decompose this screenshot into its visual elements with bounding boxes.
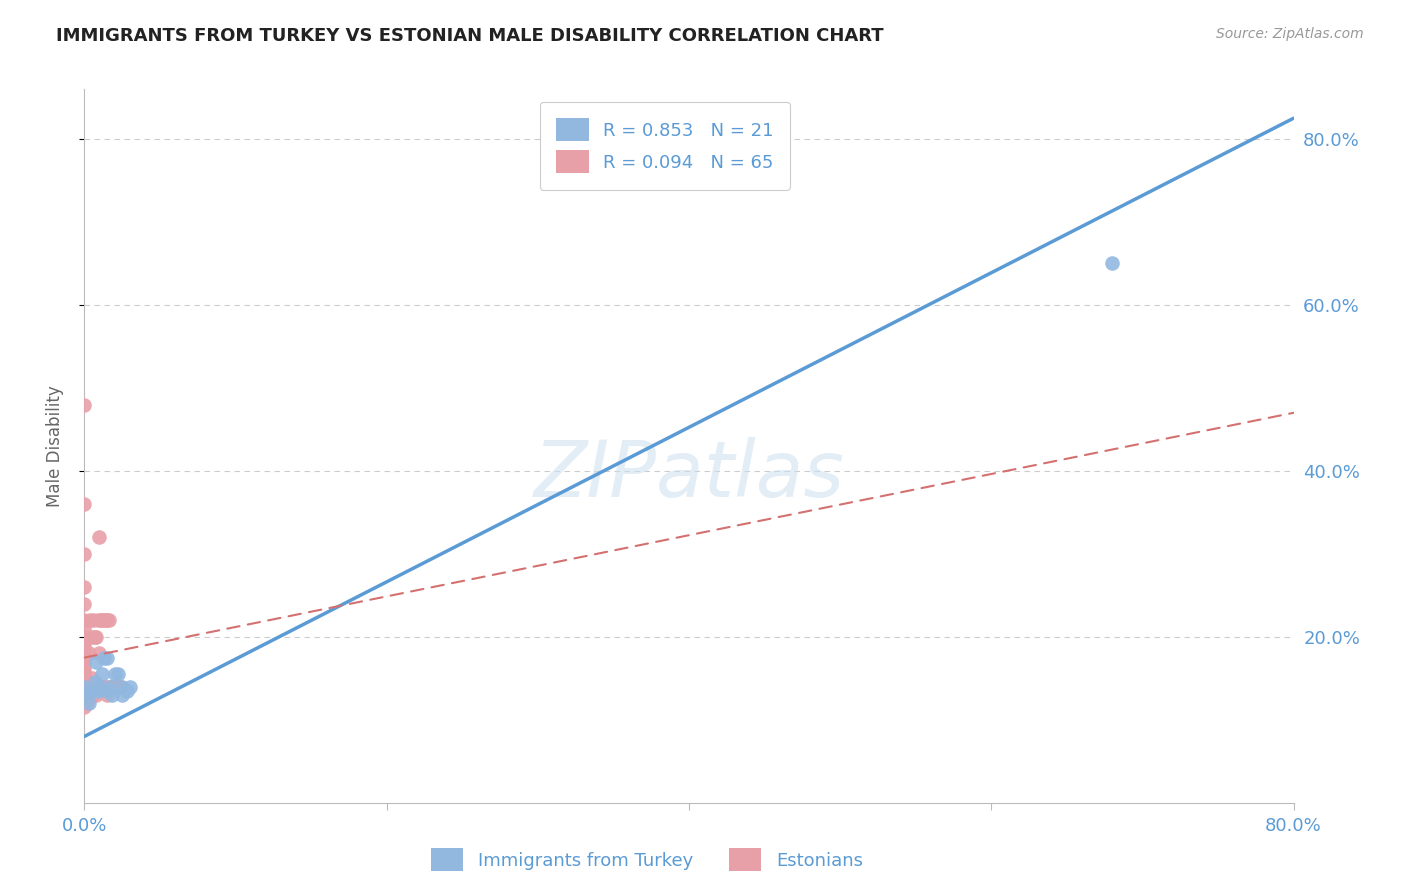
Point <box>105 680 128 694</box>
Point <box>77 647 100 661</box>
Point <box>96 613 118 627</box>
Point <box>91 613 114 627</box>
Point <box>96 688 118 702</box>
Point <box>89 680 111 694</box>
Point <box>73 638 96 652</box>
Point <box>73 663 96 677</box>
Point <box>82 680 104 694</box>
Point <box>91 680 114 694</box>
Point <box>77 688 100 702</box>
Point <box>73 688 96 702</box>
Point <box>87 683 110 698</box>
Point <box>98 680 121 694</box>
Y-axis label: Male Disability: Male Disability <box>45 385 63 507</box>
Point <box>84 680 107 694</box>
Point <box>80 671 103 685</box>
Point <box>98 680 121 694</box>
Point <box>73 671 96 685</box>
Point <box>110 680 132 694</box>
Point <box>73 630 96 644</box>
Point <box>93 650 115 665</box>
Point <box>76 696 98 710</box>
Point <box>100 680 122 694</box>
Point <box>86 688 108 702</box>
Point <box>90 613 112 627</box>
Point <box>84 630 107 644</box>
Point <box>73 680 96 694</box>
Point <box>80 683 103 698</box>
Point <box>89 647 111 661</box>
Point <box>87 613 110 627</box>
Text: Source: ZipAtlas.com: Source: ZipAtlas.com <box>1216 27 1364 41</box>
Point <box>73 655 96 669</box>
Point <box>93 613 115 627</box>
Point <box>87 680 110 694</box>
Point <box>79 613 101 627</box>
Point <box>73 547 96 561</box>
Point <box>73 659 96 673</box>
Point <box>73 650 96 665</box>
Point <box>73 700 96 714</box>
Point <box>73 675 96 690</box>
Point <box>80 688 103 702</box>
Point <box>89 530 111 544</box>
Point <box>73 696 96 710</box>
Point <box>82 613 104 627</box>
Point <box>73 634 96 648</box>
Legend: R = 0.853   N = 21, R = 0.094   N = 65: R = 0.853 N = 21, R = 0.094 N = 65 <box>540 102 790 190</box>
Point <box>73 667 96 681</box>
Point <box>73 692 96 706</box>
Point <box>94 613 117 627</box>
Point <box>101 680 124 694</box>
Point <box>97 613 120 627</box>
Point <box>96 683 118 698</box>
Text: ZIPatlas: ZIPatlas <box>533 436 845 513</box>
Point <box>111 688 134 702</box>
Point <box>108 680 131 694</box>
Point <box>73 680 96 694</box>
Point <box>93 680 115 694</box>
Point <box>90 680 112 694</box>
Point <box>73 397 96 411</box>
Point <box>115 683 138 698</box>
Point <box>79 680 101 694</box>
Text: IMMIGRANTS FROM TURKEY VS ESTONIAN MALE DISABILITY CORRELATION CHART: IMMIGRANTS FROM TURKEY VS ESTONIAN MALE … <box>56 27 884 45</box>
Point <box>107 680 129 694</box>
Point <box>76 688 98 702</box>
Point <box>104 667 127 681</box>
Point <box>86 630 108 644</box>
Point <box>73 622 96 636</box>
Point <box>89 680 111 694</box>
Point <box>73 642 96 657</box>
Point <box>80 630 103 644</box>
Point <box>97 680 120 694</box>
Point <box>73 613 96 627</box>
Point <box>111 680 134 694</box>
Point <box>84 675 107 690</box>
Point <box>73 580 96 594</box>
Point <box>107 667 129 681</box>
Point <box>86 655 108 669</box>
Point <box>104 680 127 694</box>
Point <box>73 688 96 702</box>
Legend: Immigrants from Turkey, Estonians: Immigrants from Turkey, Estonians <box>423 841 870 879</box>
Point <box>91 667 114 681</box>
Point <box>118 680 141 694</box>
Point <box>73 597 96 611</box>
Point <box>73 647 96 661</box>
Point <box>73 683 96 698</box>
Point <box>96 650 118 665</box>
Point <box>100 688 122 702</box>
Point <box>77 696 100 710</box>
Point <box>94 680 117 694</box>
Point <box>1101 256 1123 270</box>
Point <box>73 497 96 511</box>
